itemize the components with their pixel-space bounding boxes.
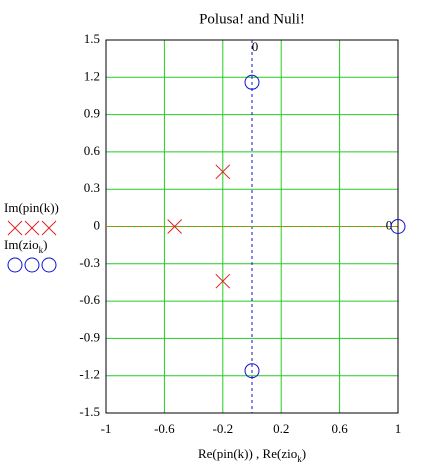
x-stroke bbox=[7, 220, 23, 236]
y-tick-label: -0.9 bbox=[79, 329, 100, 344]
circle-marker bbox=[41, 257, 57, 273]
x-axis-label: Re(pin(k)) , Re(ziok) bbox=[198, 446, 306, 464]
x-marker bbox=[215, 273, 231, 289]
y-tick-label: 0 bbox=[94, 217, 101, 232]
x-stroke bbox=[24, 220, 40, 236]
legend-label-part: Im(zio bbox=[4, 237, 39, 252]
x-stroke bbox=[41, 220, 57, 236]
x-marker bbox=[215, 164, 231, 180]
x-marker bbox=[167, 219, 182, 234]
legend-label-part: Im(pin(k)) bbox=[4, 200, 59, 215]
x-tick-label: 0.6 bbox=[331, 421, 348, 436]
y-tick-label: -0.6 bbox=[79, 292, 100, 307]
chart-title: Polusa! and Nuli! bbox=[199, 11, 305, 27]
x-marker bbox=[24, 220, 40, 236]
legend-label: Im(ziok) bbox=[4, 237, 48, 255]
x-tick-label: 0.2 bbox=[273, 421, 289, 436]
y-tick-label: 0.9 bbox=[84, 106, 100, 121]
x-stroke bbox=[167, 219, 182, 234]
y-tick-label: -0.3 bbox=[79, 255, 100, 270]
x-tick-label: 1 bbox=[395, 421, 402, 436]
legend-label: Im(pin(k)) bbox=[4, 200, 59, 215]
x-axis-label-part: Re(pin(k)) , Re(zio bbox=[198, 446, 297, 461]
circle-marker bbox=[7, 257, 23, 273]
x-axis-label-part: ) bbox=[302, 446, 306, 461]
x-marker bbox=[41, 220, 57, 236]
x-tick-label: -0.2 bbox=[213, 421, 234, 436]
y-tick-label: -1.2 bbox=[79, 367, 100, 382]
y-marker-label: 0 bbox=[386, 217, 393, 232]
circle-marker bbox=[24, 257, 40, 273]
y-tick-label: 0.3 bbox=[84, 180, 100, 195]
circle-marker bbox=[244, 363, 260, 379]
y-tick-label: 1.5 bbox=[84, 31, 100, 46]
y-tick-label: 1.2 bbox=[84, 68, 100, 83]
x-marker bbox=[7, 220, 23, 236]
x-tick-label: -0.6 bbox=[154, 421, 175, 436]
circle-marker bbox=[390, 219, 406, 234]
x-stroke bbox=[215, 164, 231, 180]
y-tick-label: -1.5 bbox=[79, 404, 100, 419]
y-tick-label: 0.6 bbox=[84, 143, 101, 158]
x-marker-label: 0 bbox=[252, 39, 259, 54]
circle-marker bbox=[244, 74, 260, 90]
x-tick-label: -1 bbox=[101, 421, 112, 436]
x-stroke bbox=[215, 273, 231, 289]
x-axis-label-part: k bbox=[297, 454, 302, 464]
legend-label-part: k bbox=[39, 245, 44, 255]
legend-label-part: ) bbox=[43, 237, 47, 252]
